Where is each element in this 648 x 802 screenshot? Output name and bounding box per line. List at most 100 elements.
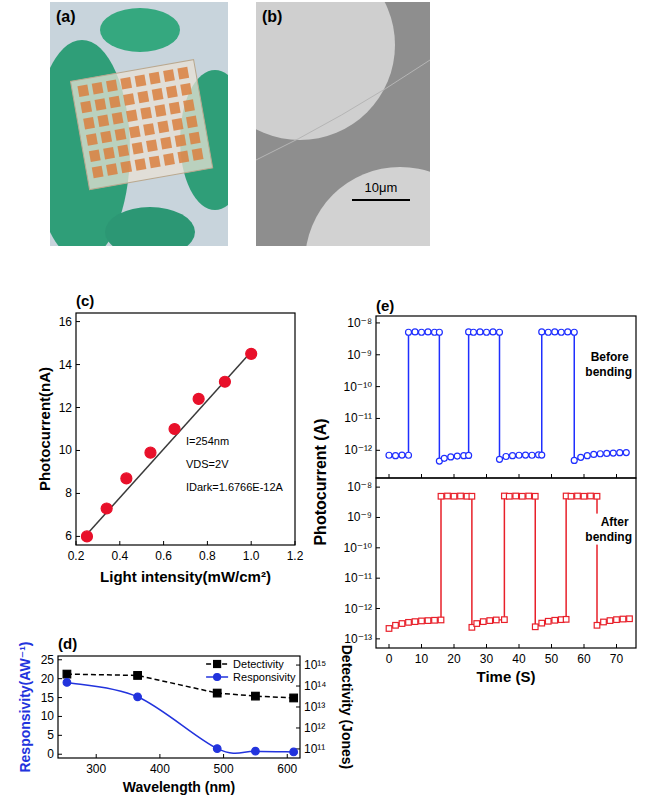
panel-letter: (b) bbox=[262, 8, 282, 25]
annotation: After bending bbox=[585, 515, 632, 544]
device-pad bbox=[143, 123, 155, 136]
data-point bbox=[246, 348, 257, 359]
y-tick bbox=[376, 386, 380, 387]
data-point bbox=[584, 453, 590, 459]
device-pad bbox=[177, 151, 189, 164]
y-tick bbox=[376, 418, 380, 419]
data-point bbox=[399, 452, 405, 458]
data-point bbox=[575, 493, 581, 499]
y-tick-label: 16 bbox=[59, 315, 73, 329]
x-tick bbox=[519, 644, 520, 648]
x-tick bbox=[551, 644, 552, 648]
figure: (a)10μm(b)0.20.40.60.81.01.26810121416Li… bbox=[0, 0, 648, 802]
y-tick bbox=[376, 450, 380, 451]
annotation-line: Before bbox=[591, 350, 632, 364]
plot-frame bbox=[76, 313, 295, 545]
x-tick bbox=[421, 644, 422, 648]
data-point bbox=[571, 329, 577, 335]
y2-axis-title: Detectivity (Jones) bbox=[339, 645, 355, 769]
data-point bbox=[419, 329, 425, 335]
y2-tick-label: 10¹⁴ bbox=[304, 679, 327, 693]
x-tick-label: 300 bbox=[86, 762, 106, 776]
x-tick-label: 50 bbox=[545, 652, 559, 666]
device-pad bbox=[126, 109, 138, 122]
data-point bbox=[451, 493, 457, 499]
device-pad bbox=[152, 88, 164, 101]
x-tick-label: 1.2 bbox=[287, 549, 304, 563]
device-pad bbox=[132, 142, 144, 155]
hole bbox=[256, 2, 395, 140]
x-tick bbox=[389, 644, 390, 648]
data-point bbox=[513, 493, 519, 499]
data-point bbox=[623, 450, 629, 456]
x-tick-label: 60 bbox=[577, 652, 591, 666]
y-tick bbox=[76, 407, 80, 408]
device-pad bbox=[155, 104, 167, 117]
data-point bbox=[539, 329, 545, 335]
y-tick-label: 10⁻¹⁰ bbox=[344, 541, 373, 555]
data-point bbox=[581, 493, 587, 499]
x-tick-label: 0.6 bbox=[155, 549, 172, 563]
x-tick-label: 1.0 bbox=[243, 549, 260, 563]
y-tick bbox=[376, 608, 380, 609]
legend-label: Responsivity bbox=[233, 671, 296, 683]
y-tick bbox=[376, 517, 380, 518]
data-point bbox=[519, 493, 525, 499]
x-tick bbox=[616, 474, 617, 478]
y-tick bbox=[76, 493, 80, 494]
data-point bbox=[438, 493, 444, 499]
x-tick-label: 30 bbox=[480, 652, 494, 666]
device-pad bbox=[149, 156, 161, 169]
device-pad bbox=[103, 147, 115, 160]
panel-letter: (e) bbox=[376, 297, 394, 314]
x-tick bbox=[207, 541, 208, 545]
data-point bbox=[484, 329, 490, 335]
data-point bbox=[406, 452, 412, 458]
device-pad bbox=[183, 99, 195, 112]
y-tick bbox=[58, 678, 62, 679]
annotation-line: After bbox=[601, 515, 632, 529]
glove bbox=[105, 207, 195, 246]
y-tick-label: 10⁻¹² bbox=[344, 602, 372, 616]
data-point bbox=[290, 748, 298, 756]
device-pad bbox=[80, 101, 92, 114]
y-tick bbox=[376, 547, 380, 548]
y-tick bbox=[76, 450, 80, 451]
data-point bbox=[438, 617, 444, 623]
device-pad bbox=[137, 91, 149, 104]
photo-b bbox=[256, 2, 430, 246]
x-tick bbox=[454, 644, 455, 648]
chart: 10⁻⁸10⁻⁹10⁻¹⁰10⁻¹¹10⁻¹²Photocurrent (A)(… bbox=[312, 297, 636, 546]
x-tick-label: 0.4 bbox=[111, 549, 128, 563]
panel-letter: (d) bbox=[58, 635, 77, 652]
legend-marker bbox=[214, 661, 221, 668]
data-point bbox=[591, 451, 597, 457]
series-line bbox=[87, 352, 251, 535]
device-pad bbox=[95, 98, 107, 111]
panel-letter: (c) bbox=[76, 292, 94, 309]
data-point bbox=[471, 329, 477, 335]
x-tick bbox=[163, 541, 164, 545]
annotation: IDark=1.6766E-12A bbox=[186, 481, 284, 493]
data-point bbox=[614, 617, 620, 623]
y2-tick-label: 10¹⁵ bbox=[304, 658, 326, 672]
x-tick-label: 70 bbox=[610, 652, 624, 666]
data-point bbox=[620, 616, 626, 622]
data-point bbox=[487, 618, 493, 624]
x-tick bbox=[584, 644, 585, 648]
series-group bbox=[386, 329, 629, 464]
x-tick bbox=[251, 541, 252, 545]
plot-frame bbox=[376, 478, 636, 648]
device-pad bbox=[120, 77, 132, 90]
data-point bbox=[412, 329, 418, 335]
device-pad bbox=[146, 139, 158, 152]
y-tick-label: 10⁻¹² bbox=[344, 443, 372, 457]
device-pad bbox=[112, 112, 124, 125]
x-tick-label: 0.8 bbox=[199, 549, 216, 563]
panel-letter: (a) bbox=[56, 8, 76, 25]
data-point bbox=[469, 493, 475, 499]
data-point bbox=[134, 672, 142, 680]
device-pad bbox=[140, 107, 152, 120]
data-point bbox=[63, 679, 71, 687]
data-point bbox=[627, 616, 633, 622]
